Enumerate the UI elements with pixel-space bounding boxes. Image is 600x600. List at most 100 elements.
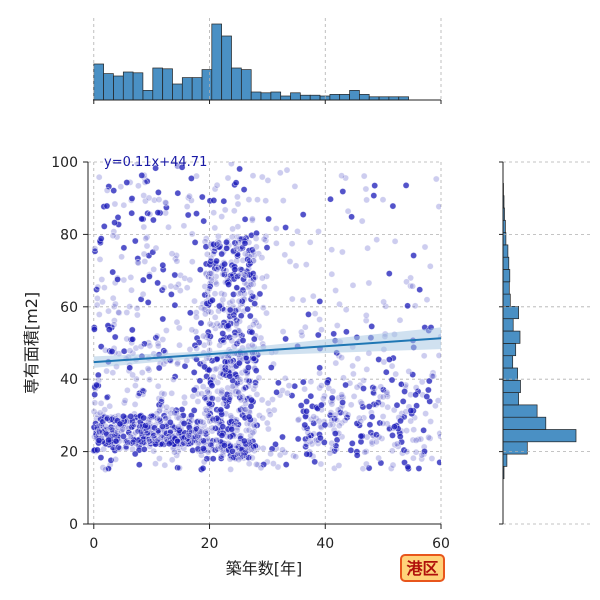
scatter-point (399, 397, 407, 405)
scatter-point (310, 430, 318, 438)
scatter-point (103, 202, 111, 210)
scatter-point (210, 240, 217, 248)
scatter-point (250, 421, 258, 429)
scatter-point (201, 310, 209, 318)
scatter-point (194, 398, 202, 405)
scatter-point (270, 406, 278, 414)
scatter-point (224, 174, 232, 182)
scatter-point (236, 235, 244, 243)
x-hist-bar (191, 77, 203, 101)
scatter-point (307, 378, 315, 386)
scatter-point (222, 267, 230, 275)
scatter-point (146, 437, 153, 445)
scatter-point (154, 427, 162, 435)
scatter-point (186, 345, 194, 353)
scatter-point (236, 376, 244, 383)
scatter-point (154, 429, 162, 436)
scatter-point (213, 436, 221, 444)
scatter-point (288, 240, 296, 248)
scatter-point (391, 237, 399, 245)
scatter-point (248, 328, 256, 336)
scatter-point (299, 211, 307, 218)
scatter-point (314, 331, 322, 339)
scatter-point (208, 382, 216, 389)
scatter-point (108, 347, 116, 355)
scatter-point (153, 414, 161, 422)
scatter-point (190, 368, 198, 376)
scatter-point (357, 438, 365, 446)
scatter-point (187, 174, 195, 182)
marginal-x-histogram (93, 18, 442, 104)
x-hist-bar (270, 91, 282, 101)
scatter-point (128, 209, 136, 217)
scatter-point (180, 419, 188, 427)
scatter-point (90, 423, 98, 431)
scatter-point (171, 409, 178, 417)
scatter-point (297, 402, 305, 409)
scatter-point (279, 328, 287, 335)
scatter-point (236, 165, 243, 173)
scatter-point (349, 362, 356, 370)
scatter-point (267, 364, 275, 371)
scatter-point (250, 385, 258, 393)
scatter-point (199, 383, 207, 390)
x-tick-label: 60 (432, 536, 450, 552)
scatter-point (133, 304, 141, 312)
scatter-point (241, 239, 249, 247)
x-hist-bar (359, 94, 370, 101)
scatter-point (109, 369, 117, 377)
scatter-point (274, 379, 282, 387)
scatter-point (230, 207, 238, 215)
scatter-point (135, 461, 143, 469)
ward-badge: 港区 (400, 554, 445, 582)
x-hist-bar (329, 94, 341, 101)
scatter-point (328, 400, 336, 408)
scatter-point (162, 199, 169, 206)
scatter-point (111, 200, 119, 208)
scatter-point (178, 406, 186, 413)
scatter-point (234, 200, 242, 208)
scatter-point (318, 326, 325, 334)
scatter-point (411, 302, 419, 310)
scatter-point (174, 423, 182, 431)
scatter-point (99, 298, 106, 306)
scatter-point (362, 317, 370, 324)
scatter-point (267, 450, 274, 458)
scatter-point (158, 286, 166, 294)
scatter-point (301, 421, 309, 429)
scatter-point (331, 430, 339, 437)
scatter-point (168, 250, 176, 258)
scatter-point (342, 328, 350, 336)
scatter-point (165, 223, 172, 231)
scatter-point (143, 242, 151, 250)
scatter-point (358, 399, 366, 407)
scatter-point (254, 196, 261, 204)
scatter-point (435, 352, 441, 359)
scatter-point (208, 270, 215, 277)
scatter-point (269, 396, 276, 403)
y-tick-label: 40 (60, 372, 78, 388)
scatter-point (105, 307, 112, 315)
scatter-point (93, 301, 101, 309)
scatter-point (105, 183, 113, 190)
scatter-point (227, 465, 234, 473)
scatter-point (199, 445, 207, 452)
scatter-point (401, 459, 408, 466)
scatter-point (220, 441, 228, 449)
y-hist-bar (502, 318, 514, 332)
scatter-point (377, 459, 385, 467)
y-hist-bar (502, 453, 508, 467)
scatter-point (93, 381, 100, 389)
x-hist-bar (211, 23, 222, 101)
scatter-point (207, 440, 215, 448)
scatter-point (224, 363, 232, 371)
scatter-point (97, 235, 105, 242)
ward-badge-text: 港区 (406, 559, 438, 578)
regression-group (93, 327, 441, 368)
scatter-point (243, 376, 250, 384)
scatter-point (138, 369, 146, 376)
scatter-point (230, 420, 238, 428)
scatter-point (226, 306, 234, 314)
scatter-point (190, 406, 198, 414)
